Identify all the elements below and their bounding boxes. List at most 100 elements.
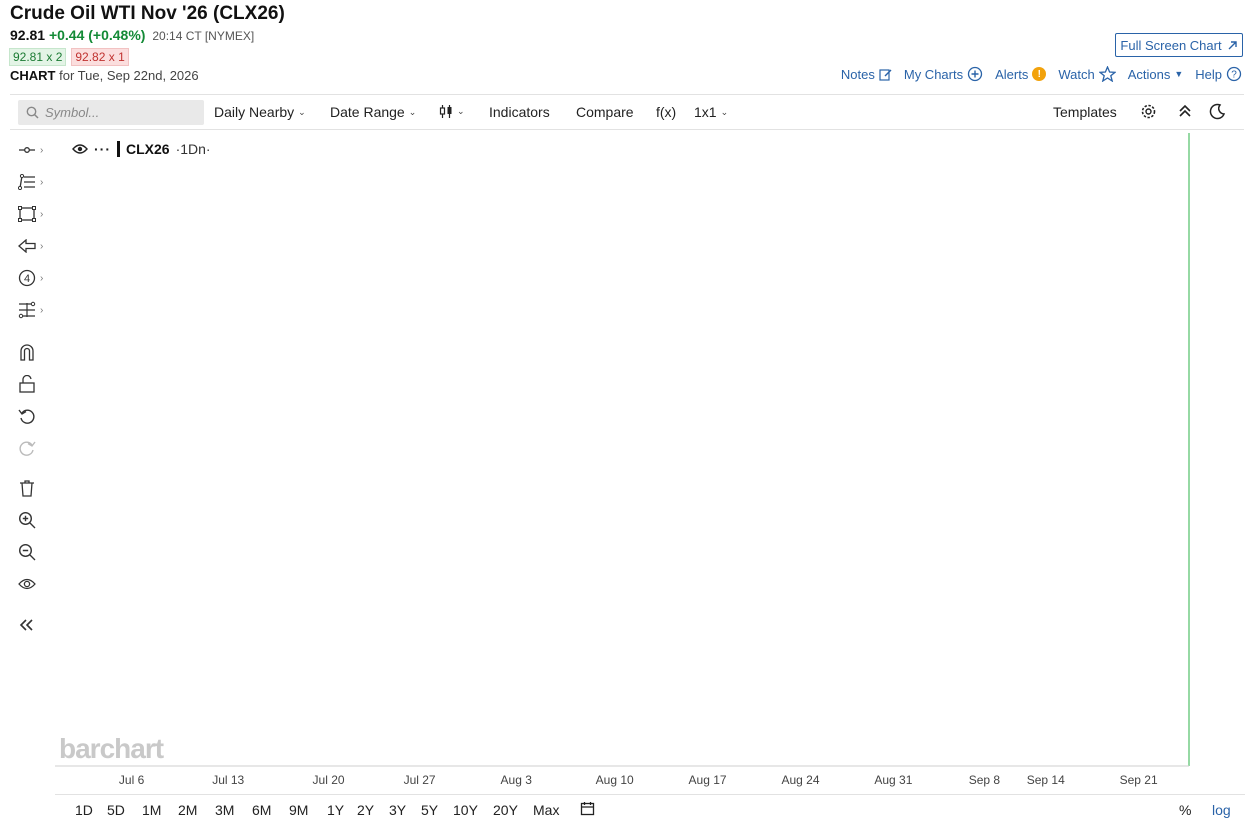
- chart-date-text: for Tue, Sep 22nd, 2026: [59, 68, 199, 83]
- range-1y[interactable]: 1Y: [327, 802, 345, 818]
- range-1d[interactable]: 1D: [75, 802, 93, 818]
- range-5d[interactable]: 5D: [107, 802, 125, 818]
- gear-icon: [1141, 104, 1156, 119]
- delete-button[interactable]: [18, 476, 54, 500]
- chart-type-dropdown[interactable]: ⌄: [439, 104, 465, 119]
- fibonacci-tool[interactable]: 4 ›: [18, 266, 54, 290]
- top-links: Notes My Charts Alerts ! Watch Actions ▼…: [841, 66, 1242, 82]
- date-range-dropdown[interactable]: Date Range ⌄: [330, 104, 416, 120]
- x-tick-label: Aug 3: [501, 773, 533, 787]
- price-chart[interactable]: 66.0068.0070.0072.0074.0076.0078.0082.00…: [55, 133, 1245, 793]
- range-max[interactable]: Max: [533, 802, 560, 818]
- range-9m[interactable]: 9M: [289, 802, 309, 818]
- my-charts-link[interactable]: My Charts: [904, 66, 983, 82]
- eye-icon[interactable]: [72, 143, 88, 155]
- fx-label: f(x): [656, 104, 677, 120]
- fx-button[interactable]: f(x): [656, 104, 676, 120]
- trash-icon: [20, 480, 34, 497]
- svg-text:?: ?: [1231, 70, 1237, 81]
- chevron-down-icon: ⌄: [408, 106, 417, 117]
- quote-line: 92.81 +0.44 (+0.48%) 20:14 CT [NYMEX]: [10, 27, 254, 43]
- layout-dropdown[interactable]: 1x1 ⌄: [694, 104, 728, 120]
- range-3y[interactable]: 3Y: [389, 802, 407, 818]
- actions-label: Actions: [1127, 66, 1171, 82]
- calendar-button[interactable]: [580, 801, 595, 819]
- page-title: Crude Oil WTI Nov '26 (CLX26): [10, 3, 285, 24]
- symbol-search-input[interactable]: Symbol...: [18, 100, 204, 125]
- lines-tool[interactable]: ›: [18, 170, 54, 194]
- undo-button[interactable]: [18, 404, 54, 428]
- range-2m[interactable]: 2M: [178, 802, 198, 818]
- indicators-label: Indicators: [489, 104, 550, 120]
- zoom-out-icon: [18, 543, 36, 561]
- alerts-link[interactable]: Alerts !: [995, 67, 1047, 82]
- actions-menu[interactable]: Actions ▼: [1128, 67, 1184, 82]
- plus-circle-icon: [967, 66, 983, 82]
- moon-icon: [1209, 103, 1226, 120]
- last-price: 92.81: [10, 27, 46, 43]
- date-range-label: Date Range: [330, 104, 405, 120]
- range-2y[interactable]: 2Y: [357, 802, 375, 818]
- star-icon: [1098, 66, 1116, 82]
- percent-toggle[interactable]: %: [1179, 802, 1192, 818]
- measure-tool[interactable]: ›: [18, 298, 54, 322]
- chart-toolbar: Symbol... Daily Nearby ⌄ Date Range ⌄ ⌄ …: [10, 94, 1244, 130]
- legend-symbol: CLX26: [126, 141, 170, 157]
- interval-label: Daily Nearby: [214, 104, 295, 120]
- zoom-out-button[interactable]: [18, 540, 54, 564]
- visibility-button[interactable]: [18, 572, 54, 596]
- watch-link[interactable]: Watch: [1058, 66, 1116, 82]
- redo-button[interactable]: [18, 436, 54, 460]
- rectangle-tool[interactable]: ›: [18, 202, 54, 226]
- full-screen-chart-button[interactable]: Full Screen Chart: [1115, 33, 1243, 57]
- legend-divider: [117, 141, 120, 157]
- settings-button[interactable]: [1140, 103, 1157, 120]
- x-tick-label: Jul 13: [212, 773, 244, 787]
- log-toggle[interactable]: log: [1212, 802, 1231, 818]
- interval-dropdown[interactable]: Daily Nearby ⌄: [214, 104, 306, 120]
- range-6m[interactable]: 6M: [252, 802, 272, 818]
- x-tick-label: Jul 6: [119, 773, 145, 787]
- zoom-in-button[interactable]: [18, 508, 54, 532]
- chart-legend: ··· CLX26 ·1Dn·: [72, 141, 211, 157]
- more-options-icon[interactable]: ···: [94, 141, 111, 157]
- measure-icon: [18, 301, 36, 319]
- compare-button[interactable]: Compare: [576, 104, 634, 120]
- range-20y[interactable]: 20Y: [493, 802, 518, 818]
- crosshair-tool[interactable]: ›: [18, 138, 54, 162]
- rectangle-icon: [18, 206, 36, 222]
- range-3m[interactable]: 3M: [215, 802, 235, 818]
- lock-icon: [19, 375, 35, 393]
- eye-icon: [18, 578, 36, 590]
- range-1m[interactable]: 1M: [142, 802, 162, 818]
- range-5y[interactable]: 5Y: [421, 802, 439, 818]
- chevron-down-icon: ⌄: [457, 106, 465, 116]
- lock-tool[interactable]: [18, 372, 54, 396]
- bid-badge: 92.81 x 2: [9, 48, 67, 66]
- fibonacci-icon: 4: [18, 269, 36, 287]
- range-10y[interactable]: 10Y: [453, 802, 478, 818]
- lines-icon: [18, 174, 35, 190]
- search-icon: [26, 106, 39, 119]
- arrow-tool[interactable]: ›: [18, 234, 54, 258]
- notes-link[interactable]: Notes: [841, 67, 892, 82]
- dark-mode-toggle[interactable]: [1209, 103, 1226, 120]
- my-charts-label: My Charts: [903, 66, 964, 82]
- edit-icon: [879, 68, 892, 81]
- quote-time: 20:14 CT [NYMEX]: [152, 29, 255, 43]
- magnet-tool[interactable]: [18, 340, 54, 364]
- redo-icon: [19, 441, 36, 456]
- compare-label: Compare: [576, 104, 634, 120]
- chevron-down-icon: ⌄: [298, 106, 306, 117]
- drawing-toolbar: › › › › 4 › ›: [10, 135, 52, 645]
- calendar-icon: [580, 802, 595, 816]
- arrow-icon: [18, 239, 36, 253]
- layout-label: 1x1: [694, 104, 717, 120]
- collapse-header-button[interactable]: [1178, 103, 1192, 119]
- help-link[interactable]: Help ?: [1195, 66, 1242, 82]
- indicators-button[interactable]: Indicators: [489, 104, 550, 120]
- x-tick-label: Sep 8: [969, 773, 1001, 787]
- crosshair-icon: [19, 147, 35, 153]
- collapse-toolbar-button[interactable]: [18, 613, 54, 637]
- templates-button[interactable]: Templates: [1053, 104, 1117, 120]
